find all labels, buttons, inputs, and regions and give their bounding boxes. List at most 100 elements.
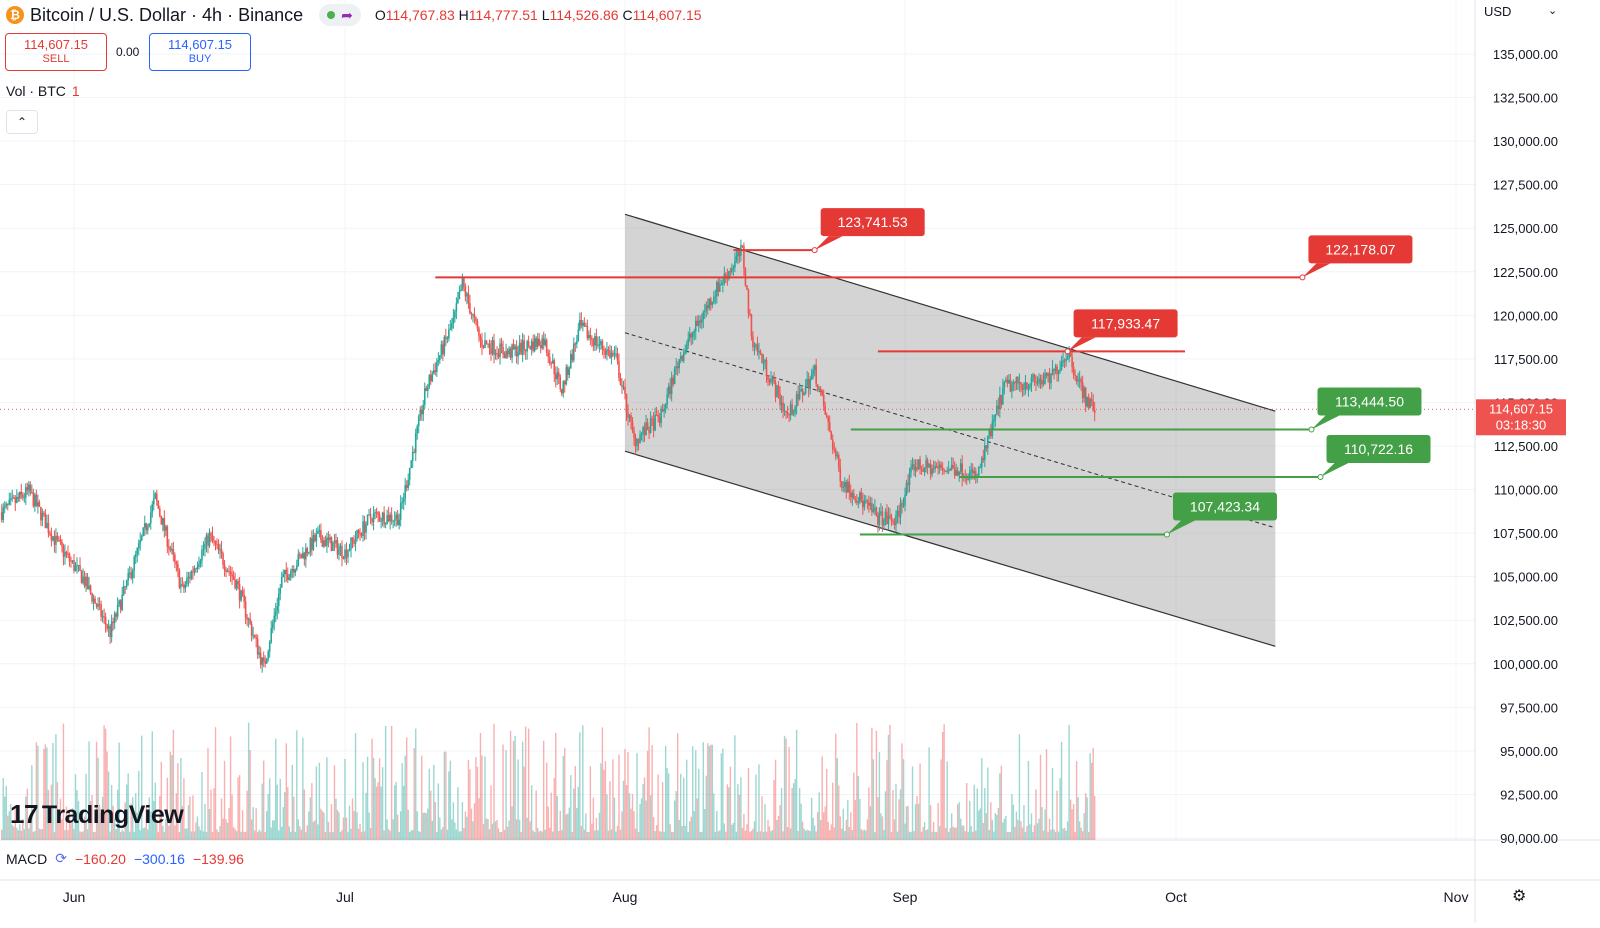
candle-body: [64, 551, 66, 557]
volume-bar: [955, 827, 957, 840]
symbol-title[interactable]: Bitcoin / U.S. Dollar · 4h · Binance: [30, 4, 304, 25]
candle-body: [637, 438, 640, 443]
volume-bar: [1089, 753, 1091, 840]
candle-body: [819, 388, 822, 392]
volume-bar: [637, 831, 640, 840]
candle-body: [737, 251, 739, 257]
candle-body: [181, 584, 184, 586]
candle-body: [509, 348, 512, 358]
volume-bar: [58, 820, 60, 840]
candle-body: [746, 285, 748, 290]
candle-body: [171, 548, 173, 551]
candle-body: [299, 554, 301, 556]
volume-bar: [449, 760, 452, 840]
candle-body: [315, 533, 318, 542]
volume-bar: [561, 830, 563, 840]
candle-body: [776, 385, 778, 398]
time-axis: Jun Jul Aug Sep Oct Nov: [63, 889, 1469, 905]
market-status[interactable]: ➦: [319, 4, 361, 26]
macd-legend[interactable]: MACD ⟳ −160.20 −300.16 −139.96: [6, 850, 244, 867]
candle-body: [393, 519, 396, 521]
candle-body: [1044, 373, 1046, 384]
candle-body: [863, 500, 866, 508]
candle-body: [216, 544, 218, 546]
candle-body: [697, 320, 700, 326]
candle-body: [690, 333, 693, 338]
candle-body: [89, 585, 92, 594]
buy-button[interactable]: 114,607.15 BUY: [149, 33, 251, 71]
volume-bar: [341, 829, 343, 840]
candle-body: [296, 565, 298, 570]
candle-body: [429, 375, 432, 382]
candle-body: [496, 353, 498, 355]
candle-body: [905, 482, 908, 495]
candle-body: [506, 350, 509, 355]
volume-bar: [294, 831, 297, 840]
volume-bar: [47, 790, 50, 840]
candle-body: [700, 319, 703, 323]
volume-bar: [178, 831, 181, 840]
volume-bar: [984, 787, 986, 840]
volume-bar: [311, 783, 313, 840]
candle-body: [944, 470, 947, 472]
candle-body: [1053, 368, 1055, 371]
candle-body: [497, 353, 500, 357]
candle-body: [308, 552, 310, 554]
volume-bar: [604, 761, 607, 840]
candle-body: [97, 604, 99, 607]
volume-bar: [448, 771, 450, 840]
currency-selector[interactable]: USD: [1484, 4, 1512, 19]
candle-body: [244, 601, 247, 618]
low-value: 114,526.86: [549, 7, 619, 23]
volume-bar: [642, 783, 644, 840]
refresh-icon[interactable]: ⟳: [55, 850, 67, 866]
candle-body: [729, 271, 732, 273]
volume-bar: [418, 831, 420, 840]
gear-icon[interactable]: ⚙: [1512, 888, 1527, 905]
candle-body: [70, 560, 72, 562]
share-icon[interactable]: ➦: [341, 6, 353, 23]
volume-value: 1: [71, 83, 80, 99]
candle-body: [485, 340, 488, 345]
volume-bar: [127, 773, 129, 840]
candle-body: [1083, 387, 1085, 399]
candle-body: [560, 389, 563, 394]
volume-bar: [947, 831, 950, 840]
volume-bar: [972, 831, 974, 840]
volume-bar: [1003, 818, 1006, 840]
candle-body: [529, 345, 531, 350]
volume-bar: [168, 825, 170, 840]
volume-bar: [741, 827, 744, 840]
volume-bar: [1045, 749, 1048, 840]
volume-bar: [568, 807, 570, 840]
chevron-down-icon[interactable]: ⌄: [1548, 5, 1558, 17]
candle-body: [758, 351, 760, 353]
sell-button[interactable]: 114,607.15 SELL: [5, 33, 107, 71]
volume-legend[interactable]: Vol · BTC 1: [6, 83, 80, 99]
candle-body: [460, 289, 462, 292]
candle-body: [309, 538, 312, 553]
candle-body: [1026, 382, 1028, 389]
volume-bar: [136, 812, 138, 840]
volume-bar: [996, 814, 998, 840]
price-tick-label: 117,500.00: [1494, 352, 1558, 367]
volume-bar: [845, 819, 847, 840]
candle-body: [583, 322, 586, 327]
volume-bar: [144, 827, 146, 840]
candle-body: [947, 469, 950, 471]
candle-body: [285, 569, 288, 574]
collapse-legend-button[interactable]: ⌃: [6, 110, 38, 134]
volume-bar: [937, 803, 939, 840]
volume-bar: [354, 733, 357, 840]
candle-body: [442, 344, 444, 355]
candle-body: [710, 298, 712, 305]
candle-body: [140, 535, 143, 541]
volume-bar: [621, 811, 623, 840]
volume-bar: [547, 806, 549, 840]
candle-body: [392, 520, 394, 522]
candle-body: [539, 345, 542, 349]
volume-bar: [812, 817, 814, 840]
candle-body: [1074, 375, 1076, 377]
